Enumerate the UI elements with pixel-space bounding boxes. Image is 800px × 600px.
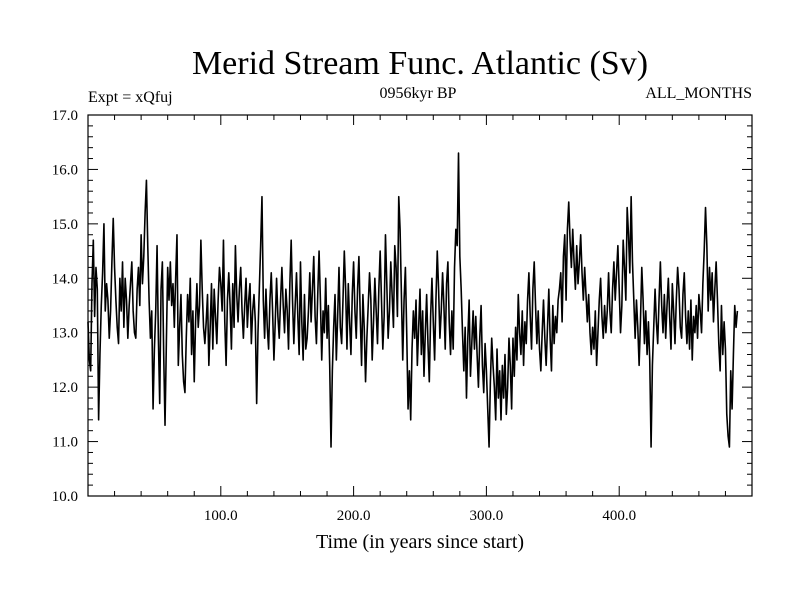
y-tick-label: 11.0 [52,435,78,451]
y-tick-labels: 10.0 11.0 12.0 13.0 14.0 15.0 16.0 17.0 [52,108,78,505]
y-tick-label: 13.0 [52,326,78,342]
chart-title: Merid Stream Func. Atlantic (Sv) [192,45,648,82]
x-tick-labels: 100.0 200.0 300.0 400.0 [204,508,636,524]
x-tick-label: 300.0 [470,508,504,524]
y-tick-label: 15.0 [52,217,78,233]
y-tick-label: 16.0 [52,162,78,178]
plot-frame [87,114,753,497]
y-tick-label: 17.0 [52,108,78,124]
months-label: ALL_MONTHS [645,85,752,102]
x-tick-label: 400.0 [602,508,636,524]
x-tick-label: 200.0 [337,508,371,524]
y-tick-label: 10.0 [52,489,78,505]
experiment-label: Expt = xQfuj [88,89,173,106]
y-tick-label: 14.0 [52,271,78,287]
x-tick-label: 100.0 [204,508,238,524]
x-axis-label: Time (in years since start) [316,531,524,553]
y-tick-label: 12.0 [52,380,78,396]
series-line [87,152,739,448]
time-period-label: 0956kyr BP [380,85,457,102]
